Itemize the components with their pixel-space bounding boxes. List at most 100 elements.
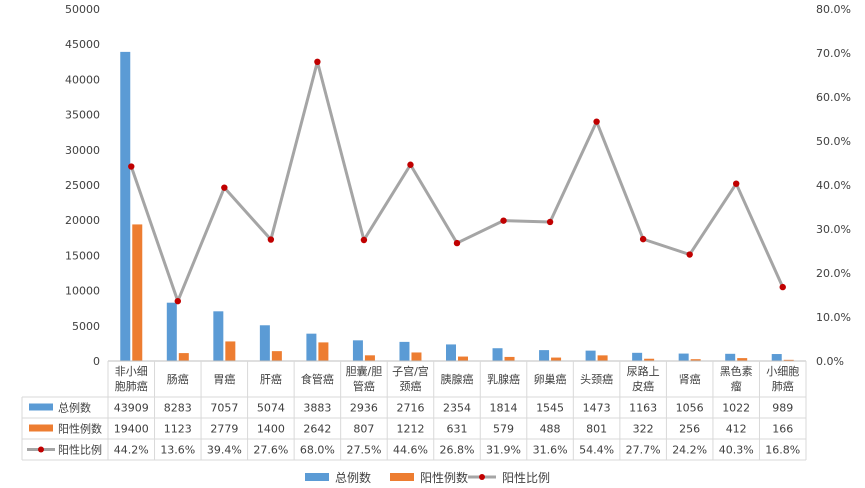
table-cell: 68.0% xyxy=(300,444,335,457)
y-right-tick-label: 20.0% xyxy=(816,267,851,280)
legend-key xyxy=(305,473,329,481)
category-label: 尿路上 xyxy=(627,365,660,378)
category-label: 胰腺癌 xyxy=(441,372,474,386)
category-label: 瘤 xyxy=(731,379,742,393)
category-label: 食管癌 xyxy=(301,372,334,386)
table-row-key xyxy=(29,403,53,411)
table-cell: 44.2% xyxy=(114,444,149,457)
table-cell: 7057 xyxy=(210,402,238,415)
category-label: 颈癌 xyxy=(399,379,421,393)
table-cell: 16.8% xyxy=(765,444,800,457)
bar-positive xyxy=(318,342,329,361)
line-marker xyxy=(174,297,181,305)
legend-key xyxy=(390,473,414,481)
table-cell: 322 xyxy=(633,423,654,436)
y-left-tick-label: 35000 xyxy=(65,109,100,122)
category-label: 肠癌 xyxy=(167,372,189,386)
table-row-key xyxy=(29,424,53,432)
bar-total xyxy=(213,311,224,361)
table-cell: 24.2% xyxy=(672,444,707,457)
line-marker xyxy=(453,239,461,247)
line-marker xyxy=(546,218,554,226)
table-cell: 8283 xyxy=(164,402,192,415)
table-cell: 488 xyxy=(540,423,561,436)
bar-total xyxy=(259,325,270,361)
table-cell: 1814 xyxy=(490,402,518,415)
table-cell: 44.6% xyxy=(393,444,428,457)
line-marker xyxy=(779,283,786,291)
y-right-tick-label: 80.0% xyxy=(816,3,851,16)
y-right-tick-label: 0.0% xyxy=(816,355,844,368)
y-left-tick-label: 30000 xyxy=(65,144,100,157)
bar-positive xyxy=(132,224,143,361)
table-cell: 27.7% xyxy=(626,444,661,457)
table-cell: 412 xyxy=(726,423,747,436)
table-cell: 1056 xyxy=(676,402,704,415)
line-marker xyxy=(407,161,414,168)
y-left-tick-label: 15000 xyxy=(65,249,100,262)
table-cell: 27.6% xyxy=(253,444,288,457)
bar-positive xyxy=(458,356,468,361)
line-marker xyxy=(221,184,228,191)
line-marker xyxy=(360,236,368,244)
line-marker xyxy=(128,163,135,170)
bar-total xyxy=(492,348,503,361)
line-marker xyxy=(639,235,647,243)
y-left-tick-label: 45000 xyxy=(65,38,100,51)
bar-total xyxy=(120,51,131,361)
category-label: 胆囊/胆 xyxy=(346,364,383,378)
table-cell: 807 xyxy=(353,423,374,436)
bar-total xyxy=(585,350,596,361)
table-cell: 54.4% xyxy=(579,444,614,457)
table-cell: 3883 xyxy=(303,402,331,415)
y-left-tick-label: 40000 xyxy=(65,73,100,86)
y-left-tick-label: 5000 xyxy=(72,320,100,333)
bar-total xyxy=(352,340,363,361)
category-label: 乳腺癌 xyxy=(487,372,520,386)
table-cell: 1212 xyxy=(396,423,424,436)
y-right-tick-label: 30.0% xyxy=(816,223,851,236)
legend-label: 总例数 xyxy=(335,470,371,485)
category-label: 黑色素 xyxy=(720,364,753,378)
table-cell: 2716 xyxy=(396,402,424,415)
category-label: 小细胞 xyxy=(766,365,799,378)
y-right-tick-label: 40.0% xyxy=(816,179,851,192)
bar-positive xyxy=(690,359,701,361)
bar-positive xyxy=(783,359,794,361)
category-label: 非小细 xyxy=(115,365,148,378)
category-label: 胞肺癌 xyxy=(115,379,148,393)
table-row-key-marker xyxy=(38,446,44,453)
table-cell: 579 xyxy=(493,423,514,436)
line-marker xyxy=(733,180,740,187)
category-label: 头颈癌 xyxy=(580,372,613,386)
bar-positive xyxy=(737,358,748,361)
bar-total xyxy=(632,352,643,361)
category-label: 管癌 xyxy=(353,379,375,393)
category-label: 卵巢癌 xyxy=(534,372,567,386)
table-cell: 631 xyxy=(447,423,468,436)
bar-positive xyxy=(504,356,515,361)
table-cell: 40.3% xyxy=(719,444,754,457)
category-label: 肾癌 xyxy=(679,372,701,386)
y-right-tick-label: 10.0% xyxy=(816,311,851,324)
bar-total xyxy=(399,341,410,361)
y-left-tick-label: 50000 xyxy=(65,3,100,16)
table-series-name: 总例数 xyxy=(58,401,91,415)
table-cell: 989 xyxy=(772,402,793,415)
table-cell: 2779 xyxy=(210,423,238,436)
table-cell: 27.5% xyxy=(346,444,381,457)
y-left-tick-label: 10000 xyxy=(65,285,100,298)
category-label: 皮癌 xyxy=(632,379,654,393)
table-cell: 13.6% xyxy=(160,444,195,457)
table-cell: 801 xyxy=(586,423,607,436)
y-right-tick-label: 60.0% xyxy=(816,91,851,104)
table-cell: 1400 xyxy=(257,423,285,436)
line-marker xyxy=(686,251,693,258)
legend-label: 阳性比例 xyxy=(502,471,550,485)
y-left-tick-label: 25000 xyxy=(65,179,100,192)
table-cell: 31.9% xyxy=(486,444,521,457)
category-label: 肺癌 xyxy=(772,379,794,393)
legend-key-marker xyxy=(479,474,485,480)
bar-total xyxy=(306,333,317,361)
